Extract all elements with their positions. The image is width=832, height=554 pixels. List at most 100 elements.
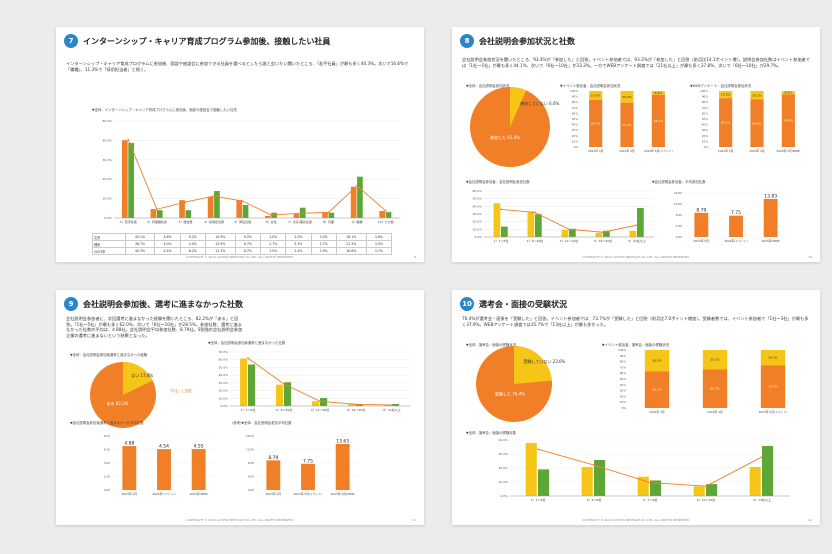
slide-title: 会社説明会参加後、選考に進まなかった社数 — [83, 299, 243, 309]
line-point — [356, 184, 358, 187]
segment-label: 66.7% — [710, 387, 720, 391]
table-cell: 1.0% — [260, 233, 287, 241]
y-tick-label: 60.0% — [218, 358, 228, 362]
count-chart-caption: ▼全体：会社説明会参加後選考に進まなかった社数 — [208, 341, 286, 345]
y-tick-label: 40.0% — [498, 438, 508, 442]
x-tick-label: 9）職種 — [352, 219, 363, 224]
bar — [749, 467, 761, 496]
y-tick-label: 80% — [572, 100, 579, 104]
segment-label: 20.9% — [622, 95, 632, 99]
y-tick-label: 90% — [620, 354, 627, 358]
y-tick-label: 0.0% — [220, 404, 228, 408]
table-cell: 40.3% — [124, 247, 156, 255]
table-row: 2023卒 40.3% 4.5% 8.2% 11.3% 8.7% 1.5% 2.4% 2.9% 1… — [92, 247, 393, 255]
x-tick-label: 2023卒(イベント) — [152, 492, 175, 496]
x-tick-label: 2023卒 5月 — [266, 492, 282, 496]
slide-interview-status: 10 選考会・面接の受験状況 76.4%が選考会・面接を「受験した」と回答。イベン… — [452, 290, 820, 525]
x-tick-label: 6）女性 — [266, 219, 277, 224]
table-cell: 21.3% — [335, 240, 367, 248]
segment-label: 15.8% — [591, 93, 601, 97]
not-proceeded-avg-chart: 0.00 1.50 3.00 4.50 6.00 4.88 2023卒 5月 4.54 2023… — [104, 434, 216, 496]
stack-segment-top — [644, 350, 670, 372]
slide-title: インターンシップ・キャリア育成プログラム参加後、接触したい社員 — [83, 36, 331, 46]
y-tick-label: 50% — [620, 377, 627, 381]
stack-caption: ▼イベント参加者：選考会・面接の受験状況 — [602, 343, 670, 347]
stack-segment-bottom — [760, 365, 786, 408]
bar — [122, 140, 128, 218]
x-tick-label: 2023卒 4月 — [619, 149, 635, 153]
page-number: 10 — [808, 255, 812, 259]
x-tick-label: 1）1〜5社 — [241, 407, 256, 412]
bar — [603, 230, 610, 237]
stack-segment-bottom — [620, 102, 634, 147]
y-tick-label: 12.00 — [246, 448, 254, 452]
bar — [356, 403, 364, 406]
table-cell: 10.9% — [204, 233, 236, 241]
interview-count-bar-chart: 0.0% 10.0% 20.0% 30.0% 40.0% 1）1〜3社 2）4〜6社 3）7〜… — [498, 438, 790, 502]
y-tick-label: 0.00 — [248, 488, 254, 492]
table-cell: 4.6% — [154, 233, 181, 241]
y-tick-label: 30% — [572, 128, 579, 132]
line-point — [568, 228, 570, 231]
stack-segment-bottom — [702, 369, 728, 408]
y-tick-label: 40.0% — [472, 204, 482, 208]
chart-caption: ▼全体：インターンシップ・キャリア育成プログラムに参加後、面談や座談会で接触した… — [92, 108, 237, 112]
stack-caption-event: ▼イベント参加者：会社説明会参加状況 — [560, 84, 621, 88]
y-tick-label: 30.0% — [218, 381, 228, 385]
y-tick-label: 20% — [620, 394, 627, 398]
web-stacked-bar: 0% 10%20% 30%40% 50% 60%70% 80%90% 100% 12.8% 87… — [700, 89, 800, 153]
pie-label: 受験した 76.4% — [495, 390, 525, 396]
x-tick-label: 2023卒 3月 — [718, 149, 734, 153]
y-tick-label: 20% — [572, 134, 579, 138]
y-tick-label: 20.0% — [498, 466, 508, 470]
bar — [694, 212, 709, 237]
table-cell: 2023卒 — [92, 247, 126, 255]
data-label: 8.79 — [696, 207, 706, 213]
table-cell: 16.1% — [335, 233, 367, 241]
line-point — [391, 404, 393, 406]
bar — [763, 198, 778, 237]
y-tick-label: 50.0% — [218, 365, 228, 369]
x-tick-label: 2023卒(WEB) — [189, 492, 208, 496]
stack-segment-top — [620, 91, 634, 103]
table-cell: 2.7% — [310, 240, 337, 248]
y-tick-label: 8.00 — [248, 461, 254, 465]
y-tick-label: 70.0% — [218, 350, 228, 354]
x-tick-label: 2）6〜10社 — [276, 407, 293, 412]
line-point — [500, 208, 502, 211]
bar — [185, 210, 192, 218]
segment-label: 36.9% — [652, 359, 662, 363]
x-tick-label: 2023卒 5月(イベント) — [644, 149, 673, 153]
table-cell: 文系 — [92, 233, 126, 241]
y-tick-label: 20.0% — [472, 220, 482, 224]
avg-chart-caption: ▼会社説明会参加者：平均参加社数 — [652, 180, 706, 184]
y-tick-label: 0.0% — [500, 494, 508, 498]
slide-body-text: 76.4%が選考会・面接を「受験した」と回答。イベント参加者では、73.7%が「… — [462, 316, 809, 327]
bar — [379, 211, 386, 218]
bar — [265, 216, 271, 218]
bar — [271, 212, 277, 218]
y-tick-label: 90% — [702, 95, 709, 99]
y-tick-label: 30.0% — [102, 158, 112, 162]
bar — [156, 210, 163, 218]
pie-slice-small — [510, 87, 527, 127]
data-label: 7.75 — [303, 458, 313, 464]
y-tick-label: 60% — [572, 111, 579, 115]
section-number-badge: 9 — [64, 297, 78, 311]
segment-label: 87.2% — [721, 121, 731, 125]
stack-segment-top — [760, 350, 786, 366]
bar — [501, 226, 508, 237]
y-tick-label: 16.00 — [674, 191, 682, 195]
bar — [569, 228, 576, 237]
data-label: 13.63 — [336, 438, 349, 444]
seminar-count-bar-chart: 0.0% 10.0% 20.0% 30.0% 40.0% 50.0% 60.0% 1）1〜5社… — [472, 189, 654, 243]
line-point — [241, 200, 244, 203]
bar — [322, 212, 328, 218]
line-point — [355, 403, 357, 406]
y-tick-label: 4.00 — [676, 224, 682, 228]
y-tick-label: 1.50 — [104, 475, 110, 479]
bar — [301, 463, 315, 490]
segment-label: 73.7% — [768, 385, 778, 389]
stack-segment-bottom — [719, 98, 733, 147]
segment-label: 93.8% — [784, 119, 794, 123]
